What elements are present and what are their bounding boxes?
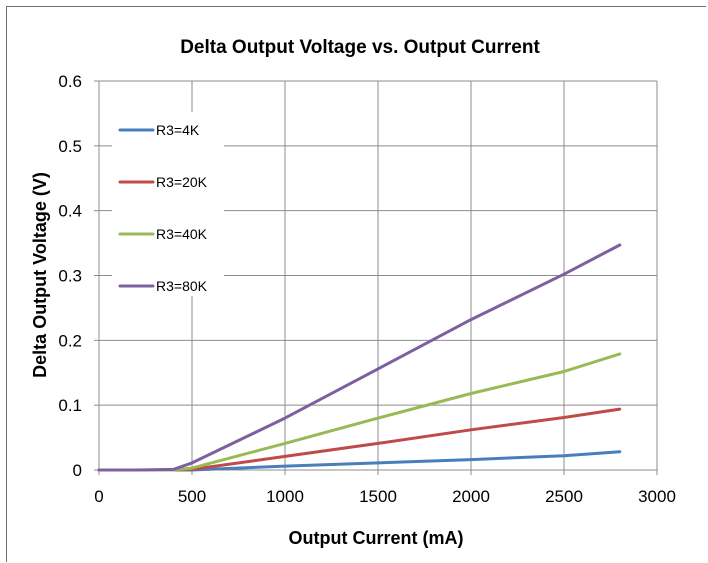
x-axis-title: Output Current (mA)	[289, 528, 464, 548]
y-tick-label: 0.2	[58, 331, 82, 350]
legend-label: R3=80K	[156, 278, 208, 294]
series-line-r3-40k	[97, 352, 622, 472]
legend: R3=4K R3=20K R3=40K R3=80K	[112, 112, 224, 296]
chart-frame	[6, 6, 706, 562]
chart-title: Delta Output Voltage vs. Output Current	[180, 37, 540, 58]
series-line-r3-80k	[97, 243, 622, 472]
legend-label: R3=4K	[156, 122, 200, 138]
legend-label: R3=20K	[156, 174, 208, 190]
y-axis-ticks: 0 0.1 0.2 0.3 0.4 0.5 0.6	[58, 72, 82, 480]
x-tick-label: 1000	[266, 487, 304, 506]
legend-label: R3=40K	[156, 226, 208, 242]
x-tick-label: 2500	[545, 487, 583, 506]
y-tick-label: 0.3	[58, 267, 82, 286]
series-line-r3-20k	[97, 407, 622, 472]
y-axis-title: Delta Output Voltage (V)	[30, 172, 50, 378]
x-axis-ticks: 0 500 1000 1500 2000 2500 3000	[94, 487, 676, 506]
series-lines	[97, 243, 622, 472]
y-tick-label: 0	[73, 461, 82, 480]
y-tick-label: 0.1	[58, 396, 82, 415]
x-tick-label: 0	[94, 487, 103, 506]
y-tick-label: 0.5	[58, 137, 82, 156]
x-tick-label: 3000	[638, 487, 676, 506]
x-tick-label: 1500	[359, 487, 397, 506]
legend-background	[112, 112, 224, 296]
x-tick-label: 2000	[452, 487, 490, 506]
y-tick-label: 0.6	[58, 72, 82, 91]
y-tick-label: 0.4	[58, 202, 82, 221]
x-tick-label: 500	[178, 487, 206, 506]
